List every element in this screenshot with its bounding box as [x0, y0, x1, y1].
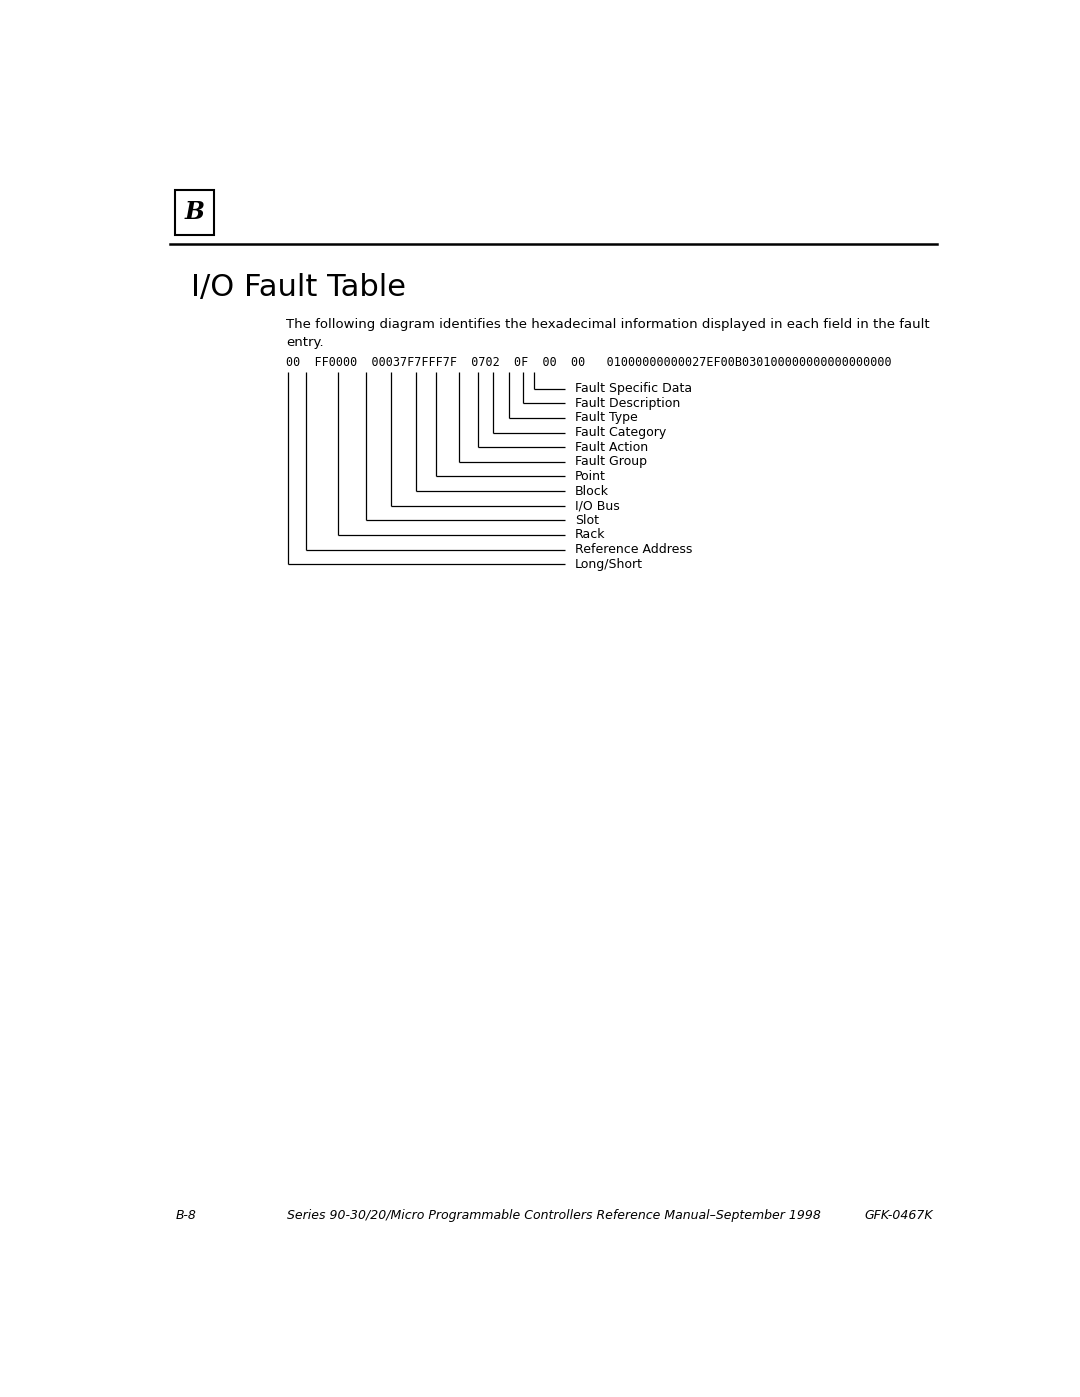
Text: I/O Fault Table: I/O Fault Table: [191, 274, 406, 302]
Text: Series 90-30/20/Micro Programmable Controllers Reference Manual–September 1998: Series 90-30/20/Micro Programmable Contr…: [286, 1208, 821, 1222]
Text: Block: Block: [576, 485, 609, 497]
Text: Fault Action: Fault Action: [576, 440, 648, 454]
Text: Reference Address: Reference Address: [576, 543, 692, 556]
Text: entry.: entry.: [286, 337, 324, 349]
Text: Slot: Slot: [576, 514, 599, 527]
Text: Fault Specific Data: Fault Specific Data: [576, 383, 692, 395]
Text: Long/Short: Long/Short: [576, 557, 644, 571]
Text: Fault Description: Fault Description: [576, 397, 680, 409]
Text: The following diagram identifies the hexadecimal information displayed in each f: The following diagram identifies the hex…: [286, 317, 930, 331]
Text: Fault Category: Fault Category: [576, 426, 666, 439]
Text: I/O Bus: I/O Bus: [576, 499, 620, 513]
Text: Fault Group: Fault Group: [576, 455, 647, 468]
FancyBboxPatch shape: [175, 190, 214, 235]
Text: Point: Point: [576, 469, 606, 483]
Text: B-8: B-8: [175, 1208, 197, 1222]
Text: GFK-0467K: GFK-0467K: [865, 1208, 933, 1222]
Text: 00  FF0000  00037F7FFF7F  0702  0F  00  00   01000000000027EF00B0301000000000000: 00 FF0000 00037F7FFF7F 0702 0F 00 00 010…: [286, 356, 892, 369]
Text: Rack: Rack: [576, 528, 606, 542]
Text: Fault Type: Fault Type: [576, 411, 638, 425]
Text: B: B: [185, 200, 205, 225]
